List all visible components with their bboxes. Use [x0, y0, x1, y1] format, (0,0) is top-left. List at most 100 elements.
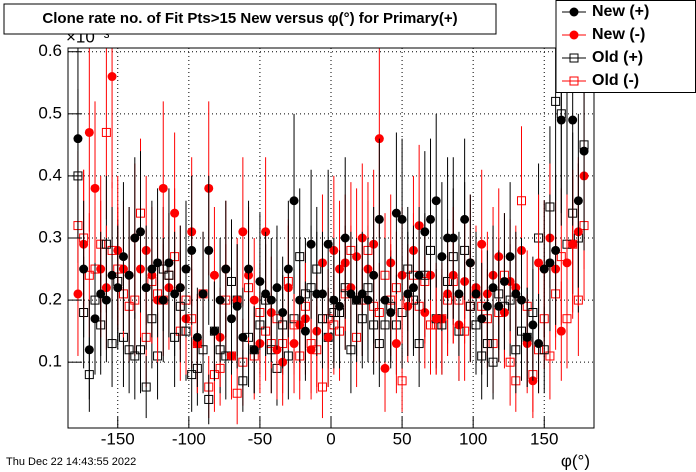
point [158, 183, 168, 193]
point [460, 214, 470, 224]
x-tick-label: -100 [172, 429, 206, 448]
x-tick-label: 50 [393, 429, 412, 448]
point [454, 289, 464, 299]
point [329, 295, 339, 305]
point [568, 239, 578, 249]
y-tick-label: 0.2 [38, 290, 62, 309]
y-tick-label: 0.4 [38, 165, 62, 184]
point [499, 276, 509, 286]
point [380, 295, 390, 305]
point [551, 96, 561, 106]
point [539, 264, 549, 274]
point [511, 289, 521, 299]
point [141, 382, 151, 392]
point [346, 289, 356, 299]
point [244, 264, 254, 274]
point [516, 295, 526, 305]
point [426, 214, 436, 224]
point [556, 252, 566, 262]
x-tick-label: -50 [248, 429, 273, 448]
point [90, 314, 100, 324]
legend-label: New (-) [592, 26, 645, 43]
point [249, 345, 259, 355]
y-tick-label: 0.5 [38, 103, 62, 122]
point [431, 196, 441, 206]
point [187, 370, 197, 380]
point [340, 233, 350, 243]
point [494, 301, 504, 311]
point [266, 295, 276, 305]
point [397, 214, 407, 224]
point [221, 264, 231, 274]
point [317, 382, 327, 392]
point [73, 134, 83, 144]
point [209, 326, 219, 336]
point [96, 289, 106, 299]
point [391, 339, 401, 349]
point [136, 345, 146, 355]
point [107, 72, 117, 82]
point [403, 289, 413, 299]
point [569, 7, 579, 17]
point [136, 227, 146, 237]
chart-title: Clone rate no. of Fit Pts>15 New versus … [42, 10, 457, 27]
point [289, 196, 299, 206]
point [295, 295, 305, 305]
point [363, 295, 373, 305]
point [124, 270, 134, 280]
point [569, 53, 579, 63]
point [300, 326, 310, 336]
point [209, 270, 219, 280]
x-tick-label: 150 [530, 429, 558, 448]
point [534, 339, 544, 349]
point [335, 301, 345, 311]
point [420, 227, 430, 237]
point [204, 394, 214, 404]
point [522, 332, 532, 342]
point [545, 351, 555, 361]
point [278, 308, 288, 318]
point [408, 283, 418, 293]
point [573, 196, 583, 206]
point [255, 276, 265, 286]
point [164, 258, 174, 268]
point [556, 115, 566, 125]
point [175, 283, 185, 293]
point [528, 320, 538, 330]
point [130, 233, 140, 243]
point [283, 351, 293, 361]
x-tick-label: 0 [326, 429, 335, 448]
point [170, 208, 180, 218]
point [534, 258, 544, 268]
point [437, 252, 447, 262]
legend-label: Old (-) [592, 72, 639, 89]
point [539, 345, 549, 355]
axes: -150 -100 -50 0 50 100 150 0.1 0.2 0.3 0.4 0.5 0.6 [38, 41, 558, 448]
point [238, 227, 248, 237]
point [352, 295, 362, 305]
point [101, 295, 111, 305]
y-tick-label: 0.1 [38, 352, 62, 371]
point [215, 295, 225, 305]
point [283, 264, 293, 274]
point [414, 270, 424, 280]
point [261, 289, 271, 299]
legend: New (+) New (-) Old (+) Old (-) [555, 0, 696, 93]
point [73, 289, 83, 299]
point [374, 214, 384, 224]
y-tick-label: 0.6 [38, 41, 62, 60]
point [204, 245, 214, 255]
point [158, 295, 168, 305]
point [289, 339, 299, 349]
point [113, 283, 123, 293]
point [397, 376, 407, 386]
x-tick-label: -150 [101, 429, 135, 448]
point [556, 326, 566, 336]
point [317, 289, 327, 299]
point [170, 289, 180, 299]
point [477, 314, 487, 324]
point [198, 289, 208, 299]
point [562, 258, 572, 268]
point [488, 357, 498, 367]
point [488, 283, 498, 293]
